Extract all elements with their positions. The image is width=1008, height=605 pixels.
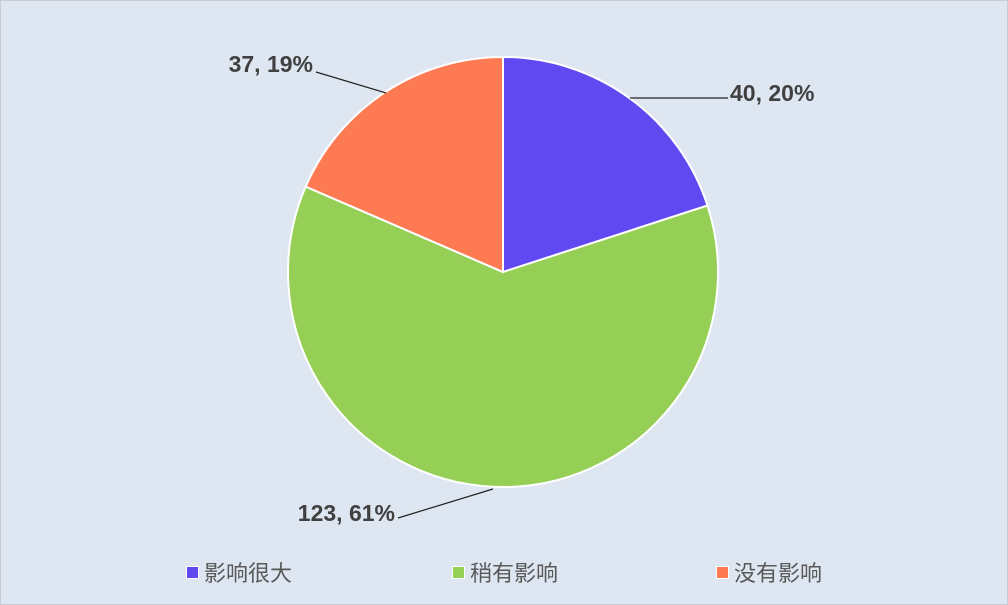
data-label-1: 123, 61% [298,500,395,526]
data-label-2: 37, 19% [229,51,313,77]
legend-label: 影响很大 [204,562,293,587]
legend-swatch [716,565,729,579]
legend-item-0: 影响很大 [186,556,292,588]
legend-label: 没有影响 [734,562,823,587]
pie-slice-0 [502,55,709,274]
leader-line-1 [397,488,494,519]
legend-swatch [452,565,465,579]
legend-item-2: 没有影响 [716,556,822,588]
leader-line-2 [315,71,387,94]
legend-item-1: 稍有影响 [452,556,558,588]
legend-swatch [186,565,199,579]
pie-slice-1 [287,185,719,488]
legend: 影响很大 稍有影响 没有影响 [0,556,1008,588]
legend-label: 稍有影响 [470,562,559,587]
data-label-0: 40, 20% [730,80,814,106]
